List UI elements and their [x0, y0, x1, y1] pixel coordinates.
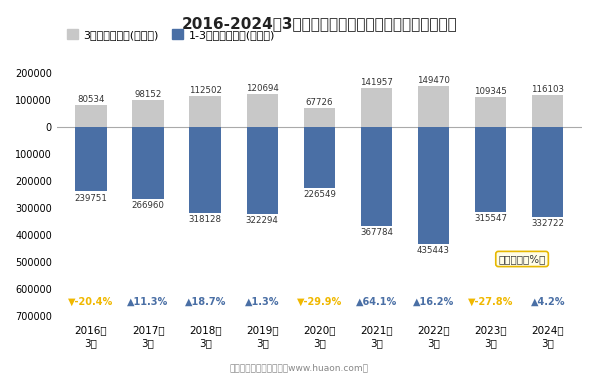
- Bar: [304, 127, 335, 188]
- Text: 80534: 80534: [77, 95, 104, 104]
- Text: ▲1.3%: ▲1.3%: [245, 297, 279, 307]
- Bar: [189, 96, 221, 127]
- Bar: [304, 108, 335, 127]
- Bar: [247, 94, 278, 127]
- Bar: [133, 100, 164, 127]
- Title: 2016-2024年3月湖北省外商投资企业进出口总额统计图: 2016-2024年3月湖北省外商投资企业进出口总额统计图: [181, 16, 457, 31]
- Text: 98152: 98152: [134, 90, 162, 99]
- Text: 315547: 315547: [474, 214, 507, 223]
- Bar: [133, 127, 164, 199]
- Text: ▲4.2%: ▲4.2%: [531, 297, 565, 307]
- Text: 67726: 67726: [306, 98, 333, 107]
- Bar: [475, 127, 506, 212]
- Text: ▼-20.4%: ▼-20.4%: [69, 297, 113, 307]
- Bar: [532, 127, 564, 217]
- Text: ▲64.1%: ▲64.1%: [356, 297, 397, 307]
- Text: 322294: 322294: [246, 216, 279, 225]
- Text: ▲16.2%: ▲16.2%: [413, 297, 454, 307]
- Text: 141957: 141957: [360, 79, 393, 88]
- Bar: [75, 127, 107, 191]
- Text: 同比增速（%）: 同比增速（%）: [498, 254, 546, 264]
- Bar: [361, 89, 392, 127]
- Text: 149470: 149470: [417, 76, 450, 85]
- Text: 435443: 435443: [417, 246, 450, 255]
- Bar: [361, 127, 392, 226]
- Bar: [418, 86, 450, 127]
- Text: ▲11.3%: ▲11.3%: [128, 297, 169, 307]
- Text: 109345: 109345: [474, 87, 507, 96]
- Bar: [247, 127, 278, 214]
- Text: 367784: 367784: [360, 228, 393, 237]
- Text: ▼-27.8%: ▼-27.8%: [468, 297, 513, 307]
- Text: 239751: 239751: [75, 194, 107, 203]
- Bar: [418, 127, 450, 244]
- Text: 112502: 112502: [189, 86, 221, 95]
- Text: 266960: 266960: [132, 201, 165, 210]
- Text: 226549: 226549: [303, 190, 336, 199]
- Text: ▲18.7%: ▲18.7%: [184, 297, 226, 307]
- Bar: [189, 127, 221, 212]
- Text: ▼-29.9%: ▼-29.9%: [297, 297, 342, 307]
- Legend: 3月进出口总额(万美元), 1-3月进出口总额(万美元): 3月进出口总额(万美元), 1-3月进出口总额(万美元): [62, 25, 279, 44]
- Bar: [475, 97, 506, 127]
- Bar: [532, 95, 564, 127]
- Text: 120694: 120694: [246, 84, 279, 93]
- Text: 116103: 116103: [531, 85, 564, 94]
- Text: 制图：华经产业研究院（www.huaon.com）: 制图：华经产业研究院（www.huaon.com）: [229, 363, 368, 372]
- Text: 332722: 332722: [531, 219, 564, 228]
- Bar: [75, 105, 107, 127]
- Text: 318128: 318128: [189, 215, 221, 224]
